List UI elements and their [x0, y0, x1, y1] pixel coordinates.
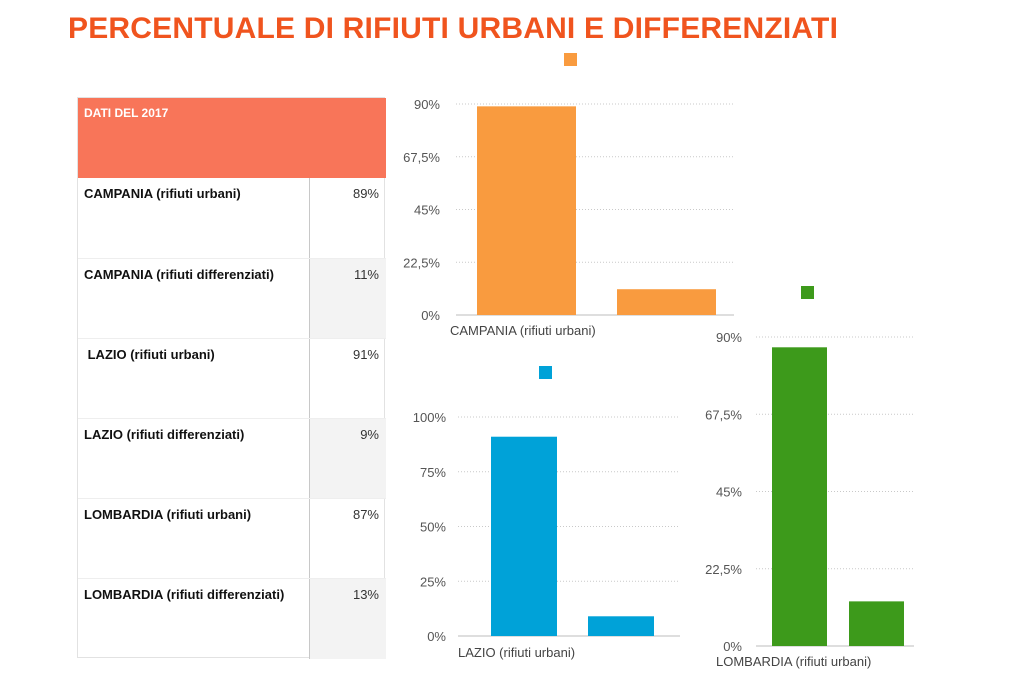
- bar: [617, 289, 716, 315]
- y-tick-label: 22,5%: [705, 562, 742, 577]
- y-tick-label: 0%: [427, 629, 446, 644]
- row-value: 13%: [352, 587, 379, 602]
- value-cell: [309, 339, 386, 419]
- value-cell: [309, 419, 386, 499]
- bar: [477, 106, 576, 315]
- row-value: 91%: [352, 347, 379, 362]
- y-tick-label: 75%: [420, 465, 446, 480]
- value-cell: [309, 178, 386, 258]
- table-row: LAZIO (rifiuti urbani) 91%: [78, 338, 386, 419]
- row-value: 87%: [352, 507, 379, 522]
- x-category-label: CAMPANIA (rifiuti urbani): [450, 323, 596, 338]
- y-tick-label: 67,5%: [403, 150, 440, 165]
- lazio-bar-chart: 0% 25% 50% 75% 100% LAZIO (rifiuti urbani): [413, 366, 680, 660]
- table-header-label: DATI DEL 2017: [84, 106, 169, 120]
- value-cell: [309, 579, 386, 659]
- data-table: DATI DEL 2017 CAMPANIA (rifiuti urbani) …: [77, 97, 386, 659]
- bar: [849, 601, 904, 646]
- row-label: CAMPANIA (rifiuti urbani): [84, 186, 241, 201]
- legend-swatch: [539, 366, 552, 379]
- table-row: LOMBARDIA (rifiuti urbani) 87%: [78, 498, 386, 579]
- x-category-label: LAZIO (rifiuti urbani): [458, 645, 575, 660]
- row-value: 9%: [360, 427, 379, 442]
- legend-swatch: [564, 53, 577, 66]
- value-cell: [309, 259, 386, 339]
- y-tick-label: 22,5%: [403, 255, 440, 270]
- y-tick-label: 90%: [716, 330, 742, 345]
- bar: [588, 616, 654, 636]
- y-tick-label: 67,5%: [705, 407, 742, 422]
- row-value: 89%: [352, 186, 379, 201]
- row-label: CAMPANIA (rifiuti differenziati): [84, 267, 274, 282]
- y-tick-label: 90%: [414, 97, 440, 112]
- value-cell: [309, 499, 386, 579]
- y-tick-label: 0%: [723, 639, 742, 654]
- y-tick-label: 0%: [421, 308, 440, 323]
- bar: [772, 347, 827, 646]
- y-tick-label: 45%: [716, 485, 742, 500]
- table-header: DATI DEL 2017: [78, 98, 386, 178]
- y-tick-label: 45%: [414, 203, 440, 218]
- x-category-label: LOMBARDIA (rifiuti urbani): [716, 654, 871, 669]
- lombardia-bar-chart: 0% 22,5% 45% 67,5% 90% LOMBARDIA (rifiuti urb…: [705, 286, 914, 669]
- row-label: LOMBARDIA (rifiuti urbani): [84, 507, 252, 522]
- bar: [491, 436, 557, 636]
- table-row: CAMPANIA (rifiuti differenziati) 11%: [78, 258, 386, 339]
- campania-bar-chart: 0% 22,5% 45% 67,5% 90% CAMPANIA (rifiuti urba…: [403, 53, 734, 338]
- y-tick-label: 50%: [420, 520, 446, 535]
- table-row: LAZIO (rifiuti differenziati) 9%: [78, 418, 386, 499]
- row-label: LAZIO (rifiuti urbani): [84, 347, 215, 362]
- row-label: LOMBARDIA (rifiuti differenziati): [84, 587, 285, 602]
- table-row: CAMPANIA (rifiuti urbani) 89%: [78, 178, 386, 258]
- row-label: LAZIO (rifiuti differenziati): [84, 427, 245, 442]
- page-title: PERCENTUALE DI RIFIUTI URBANI E DIFFEREN…: [68, 12, 839, 45]
- y-tick-label: 100%: [413, 410, 447, 425]
- table-row: LOMBARDIA (rifiuti differenziati) 13%: [78, 578, 386, 659]
- legend-swatch: [801, 286, 814, 299]
- y-tick-label: 25%: [420, 574, 446, 589]
- row-value: 11%: [353, 267, 379, 282]
